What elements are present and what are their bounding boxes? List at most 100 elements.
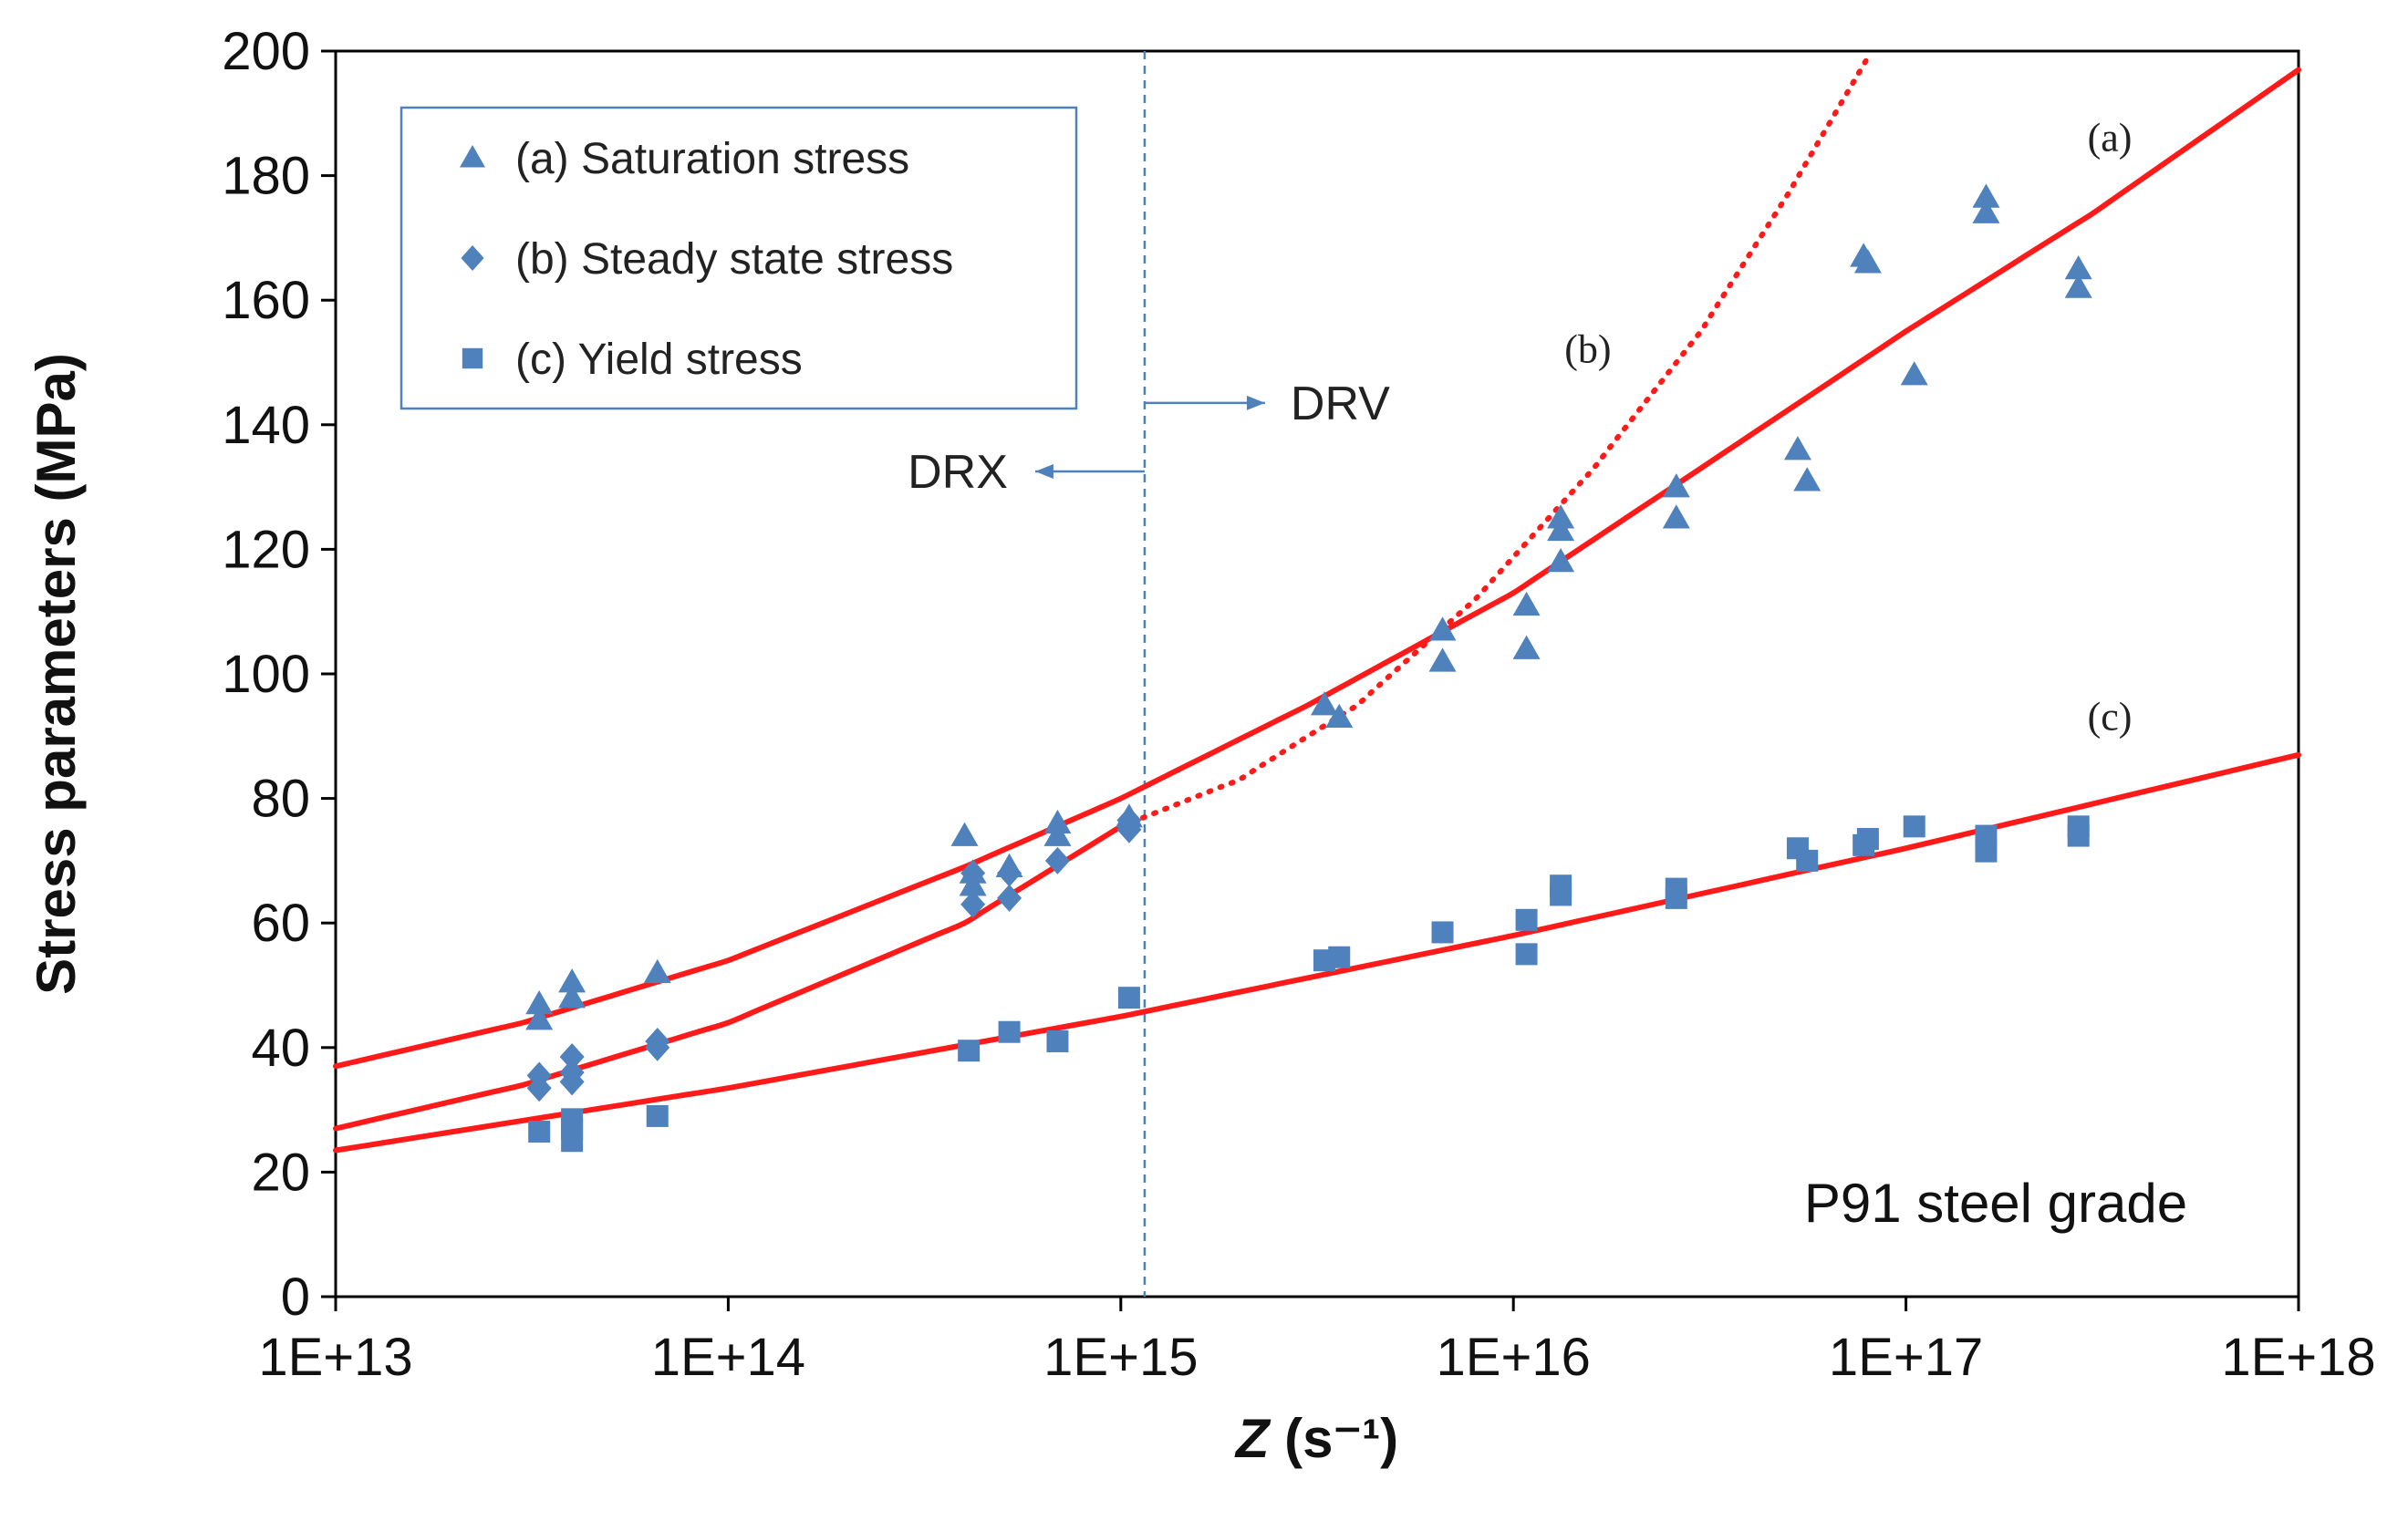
y-tick-label: 180 bbox=[222, 147, 310, 206]
diamond-marker bbox=[559, 1059, 585, 1087]
square-marker bbox=[1046, 1030, 1069, 1052]
triangle-marker bbox=[1972, 183, 2000, 208]
drx-arrow bbox=[1034, 464, 1145, 480]
legend-item: (c) Yield stress bbox=[462, 336, 803, 384]
triangle-marker bbox=[1853, 249, 1882, 274]
triangle-marker bbox=[1428, 616, 1457, 641]
square-marker bbox=[958, 1040, 981, 1062]
square-marker bbox=[1856, 827, 1879, 850]
triangle-marker bbox=[1662, 473, 1690, 498]
drv-label: DRV bbox=[1291, 378, 1390, 430]
triangle-marker bbox=[1043, 822, 1072, 846]
triangle-marker bbox=[1310, 691, 1338, 716]
square-marker bbox=[1515, 908, 1538, 931]
diamond-marker bbox=[526, 1061, 552, 1090]
fit-b-label: (b) bbox=[1564, 327, 1611, 372]
diamond-marker bbox=[997, 884, 1022, 912]
fit-c-label: (c) bbox=[2088, 694, 2133, 739]
diamond-marker bbox=[1116, 806, 1142, 834]
x-tick-label: 1E+16 bbox=[1437, 1328, 1591, 1387]
square-marker bbox=[1431, 921, 1454, 944]
y-axis-title: Stress parameters (MPa) bbox=[26, 353, 87, 995]
y-tick-label: 0 bbox=[281, 1268, 310, 1327]
drv-arrow bbox=[1144, 395, 1265, 410]
y-tick-label: 100 bbox=[222, 645, 310, 704]
legend-item: (b) Steady state stress bbox=[461, 235, 953, 284]
square-marker bbox=[561, 1108, 584, 1131]
fit-curve-c bbox=[333, 751, 2301, 1154]
diamond-marker bbox=[960, 859, 986, 887]
square-marker bbox=[998, 1020, 1021, 1043]
legend-item-label: (b) Steady state stress bbox=[515, 235, 953, 284]
y-tick-label: 40 bbox=[251, 1019, 310, 1078]
fit-curve-b-extrapolation bbox=[1117, 54, 1871, 830]
y-axis-ticks: 0 20 40 60 80 100 120 140 160 180 200 bbox=[222, 22, 336, 1327]
triangle-marker bbox=[1547, 516, 1575, 542]
triangle-marker bbox=[1512, 635, 1541, 659]
diamond-marker bbox=[960, 890, 986, 918]
y-tick-label: 20 bbox=[251, 1143, 310, 1202]
fit-a-label: (a) bbox=[2088, 115, 2133, 160]
triangle-marker bbox=[1972, 199, 2000, 223]
legend-item-label: (a) Saturation stress bbox=[515, 135, 909, 183]
drv-arrow-head bbox=[1246, 395, 1265, 410]
triangle-marker bbox=[525, 1006, 554, 1030]
triangle-marker bbox=[1547, 548, 1575, 573]
triangle-marker bbox=[525, 989, 554, 1015]
square-marker bbox=[1515, 943, 1538, 966]
triangle-marker bbox=[1043, 809, 1072, 834]
x-tick-label: 1E+14 bbox=[651, 1328, 805, 1387]
x-tick-label: 1E+18 bbox=[2221, 1328, 2375, 1387]
y-tick-label: 140 bbox=[222, 396, 310, 455]
fit-curve-b bbox=[333, 823, 1124, 1132]
square-marker bbox=[1796, 849, 1819, 872]
material-label: P91 steel grade bbox=[1804, 1173, 2187, 1234]
square-marker bbox=[1550, 874, 1572, 897]
square-marker bbox=[1903, 815, 1925, 838]
legend-item-label: (c) Yield stress bbox=[515, 336, 803, 384]
y-tick-label: 120 bbox=[222, 520, 310, 579]
diamond-marker bbox=[559, 1043, 585, 1071]
y-tick-label: 60 bbox=[251, 894, 310, 953]
data-markers bbox=[525, 183, 2092, 1153]
diamond-marker bbox=[645, 1033, 670, 1061]
x-tick-label: 1E+15 bbox=[1043, 1328, 1198, 1387]
square-marker bbox=[1975, 824, 1998, 847]
legend-diamond-icon bbox=[461, 245, 484, 271]
diamond-marker bbox=[1044, 846, 1070, 874]
square-marker bbox=[2067, 815, 2090, 838]
drx-label: DRX bbox=[908, 446, 1008, 499]
triangle-marker bbox=[1325, 703, 1354, 729]
y-tick-label: 80 bbox=[251, 770, 310, 829]
triangle-marker bbox=[1547, 504, 1575, 529]
triangle-marker bbox=[1783, 436, 1811, 460]
y-tick-label: 200 bbox=[222, 22, 310, 81]
y-tick-label: 160 bbox=[222, 271, 310, 330]
x-axis-title-unit: (s⁻¹) bbox=[1270, 1408, 1399, 1469]
legend-triangle-icon bbox=[460, 145, 485, 168]
legend: (a) Saturation stress (b) Steady state st… bbox=[400, 106, 1078, 410]
x-axis-title: Z (s⁻¹) bbox=[1234, 1408, 1398, 1469]
square-marker bbox=[1117, 987, 1140, 1009]
triangle-marker bbox=[950, 822, 979, 846]
triangle-marker bbox=[2064, 274, 2092, 298]
diamond-marker bbox=[997, 859, 1022, 887]
triangle-marker bbox=[1428, 647, 1457, 672]
square-marker bbox=[1328, 946, 1351, 968]
triangle-marker bbox=[1512, 591, 1541, 616]
square-marker bbox=[646, 1104, 669, 1127]
triangle-marker bbox=[558, 968, 586, 993]
legend-square-icon bbox=[462, 347, 483, 369]
triangle-marker bbox=[643, 958, 671, 984]
legend-item: (a) Saturation stress bbox=[460, 135, 909, 183]
triangle-marker bbox=[1662, 504, 1690, 529]
drx-arrow-head bbox=[1034, 464, 1054, 480]
triangle-marker bbox=[2064, 255, 2092, 280]
x-axis-ticks: 1E+13 1E+14 1E+15 1E+16 1E+17 1E+18 bbox=[258, 1297, 2376, 1387]
triangle-marker bbox=[558, 984, 586, 1009]
x-tick-label: 1E+17 bbox=[1829, 1328, 1983, 1387]
x-tick-label: 1E+13 bbox=[258, 1328, 412, 1387]
x-axis-title-variable: Z bbox=[1234, 1408, 1271, 1469]
